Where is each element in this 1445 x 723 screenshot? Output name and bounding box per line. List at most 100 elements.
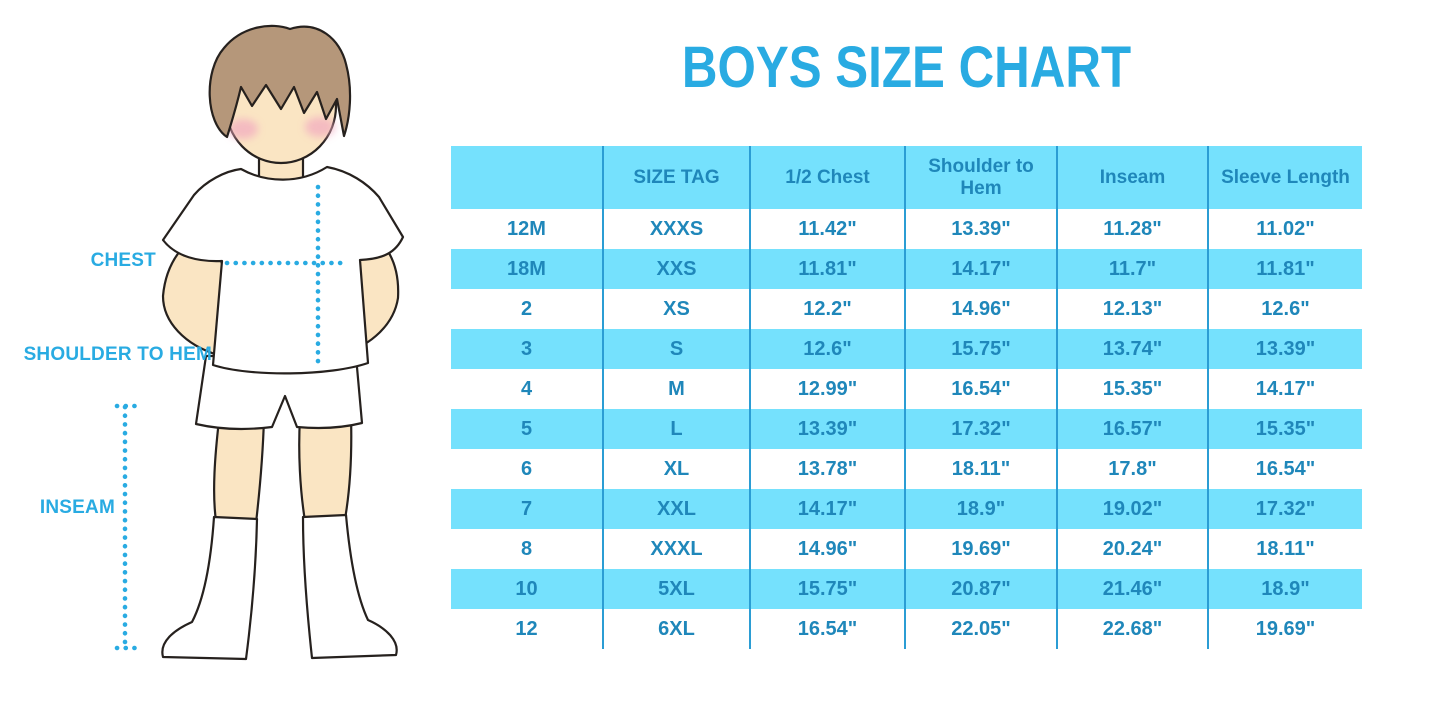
table-header-row: SIZE TAG 1/2 Chest Shoulder to Hem Inseam Sl… [451, 146, 1362, 209]
measurement-cell: 15.75" [749, 569, 905, 609]
blush-left-cheek [228, 119, 258, 139]
measurement-cell: 12.2" [749, 289, 905, 329]
measurement-cell: L [602, 409, 750, 449]
measurement-cell: 20.24" [1056, 529, 1208, 569]
measurement-cell: S [602, 329, 750, 369]
measurement-cell: XL [602, 449, 750, 489]
size-cell: 12 [451, 609, 603, 649]
measurement-cell: 6XL [602, 609, 750, 649]
column-header: Inseam [1056, 146, 1208, 209]
page-title: BOYS SIZE CHART [681, 35, 1132, 100]
measurement-cell: 17.32" [904, 409, 1057, 449]
measurement-cell: 18.11" [904, 449, 1057, 489]
size-cell: 2 [451, 289, 603, 329]
size-cell: 10 [451, 569, 603, 609]
measurement-cell: 19.69" [904, 529, 1057, 569]
measurement-cell: 16.57" [1056, 409, 1208, 449]
size-cell: 4 [451, 369, 603, 409]
measurement-cell: 16.54" [1207, 449, 1362, 489]
size-cell: 12M [451, 209, 603, 249]
measurement-cell: 12.13" [1056, 289, 1208, 329]
measurement-cell: 11.02" [1207, 209, 1362, 249]
measurement-cell: 22.05" [904, 609, 1057, 649]
measurement-cell: 18.9" [904, 489, 1057, 529]
measurement-cell: 15.35" [1207, 409, 1362, 449]
measurement-cell: 11.28" [1056, 209, 1208, 249]
size-table: SIZE TAG 1/2 Chest Shoulder to Hem Inseam Sl… [451, 146, 1362, 649]
measurement-cell: 14.17" [904, 249, 1057, 289]
left-sock [161, 515, 259, 661]
table-row: 10 5XL 15.75" 20.87" 21.46" 18.9" [451, 569, 1362, 609]
measurement-cell: 11.81" [1207, 249, 1362, 289]
measurement-cell: 13.39" [1207, 329, 1362, 369]
measurement-cell: 21.46" [1056, 569, 1208, 609]
measurement-cell: 14.17" [749, 489, 905, 529]
measurement-cell: 17.8" [1056, 449, 1208, 489]
measurement-cell: 11.7" [1056, 249, 1208, 289]
measurement-cell: 5XL [602, 569, 750, 609]
column-header: Shoulder to Hem [904, 146, 1057, 209]
measurement-cell: 20.87" [904, 569, 1057, 609]
measurement-cell: 22.68" [1056, 609, 1208, 649]
measurement-cell: 12.6" [1207, 289, 1362, 329]
measurement-cell: 13.78" [749, 449, 905, 489]
measurement-cell: 12.99" [749, 369, 905, 409]
table-row: 12M XXXS 11.42" 13.39" 11.28" 11.02" [451, 209, 1362, 249]
hair [208, 24, 352, 139]
tshirt [161, 165, 405, 375]
measurement-cell: 19.02" [1056, 489, 1208, 529]
measurement-cell: 18.11" [1207, 529, 1362, 569]
measurement-cell: 15.75" [904, 329, 1057, 369]
boy-illustration [114, 24, 405, 661]
shorts [194, 354, 364, 431]
measurement-cell: 16.54" [749, 609, 905, 649]
measurement-cell: 14.96" [904, 289, 1057, 329]
blush-right-cheek [305, 117, 335, 137]
table-row: 8 XXXL 14.96" 19.69" 20.24" 18.11" [451, 529, 1362, 569]
measurement-cell: 13.74" [1056, 329, 1208, 369]
measurement-cell: 19.69" [1207, 609, 1362, 649]
measurement-cell: 16.54" [904, 369, 1057, 409]
measurement-cell: 18.9" [1207, 569, 1362, 609]
table-row: 4 M 12.99" 16.54" 15.35" 14.17" [451, 369, 1362, 409]
size-cell: 8 [451, 529, 603, 569]
table-row: 12 6XL 16.54" 22.05" 22.68" 19.69" [451, 609, 1362, 649]
column-header: SIZE TAG [602, 146, 750, 209]
shoulder-to-hem-label: SHOULDER TO HEM [23, 344, 212, 365]
table-row: 2 XS 12.2" 14.96" 12.13" 12.6" [451, 289, 1362, 329]
column-header: Sleeve Length [1207, 146, 1362, 209]
measurement-cell: XXS [602, 249, 750, 289]
measurement-cell: 12.6" [749, 329, 905, 369]
size-cell: 18M [451, 249, 603, 289]
table-row: 7 XXL 14.17" 18.9" 19.02" 17.32" [451, 489, 1362, 529]
table-row: 6 XL 13.78" 18.11" 17.8" 16.54" [451, 449, 1362, 489]
measurement-cell: 13.39" [749, 409, 905, 449]
measurement-cell: XXXS [602, 209, 750, 249]
measurement-cell: 11.42" [749, 209, 905, 249]
measurement-cell: M [602, 369, 750, 409]
measurement-cell: 15.35" [1056, 369, 1208, 409]
measurement-cell: XS [602, 289, 750, 329]
size-cell: 5 [451, 409, 603, 449]
measurement-cell: 17.32" [1207, 489, 1362, 529]
table-row: 18M XXS 11.81" 14.17" 11.7" 11.81" [451, 249, 1362, 289]
size-cell: 6 [451, 449, 603, 489]
measurement-cell: 13.39" [904, 209, 1057, 249]
measurement-cell: 14.17" [1207, 369, 1362, 409]
size-cell: 3 [451, 329, 603, 369]
measurement-cell: XXXL [602, 529, 750, 569]
right-sock [301, 513, 398, 660]
measurement-cell: 11.81" [749, 249, 905, 289]
measurement-cell: XXL [602, 489, 750, 529]
right-leg [298, 414, 353, 523]
table-row: 5 L 13.39" 17.32" 16.57" 15.35" [451, 409, 1362, 449]
size-cell: 7 [451, 489, 603, 529]
measurement-cell: 14.96" [749, 529, 905, 569]
left-leg [213, 416, 266, 525]
table-row: 3 S 12.6" 15.75" 13.74" 13.39" [451, 329, 1362, 369]
column-header: 1/2 Chest [749, 146, 905, 209]
chest-label: CHEST [90, 250, 156, 271]
inseam-label: INSEAM [39, 497, 115, 518]
column-header [451, 146, 603, 209]
